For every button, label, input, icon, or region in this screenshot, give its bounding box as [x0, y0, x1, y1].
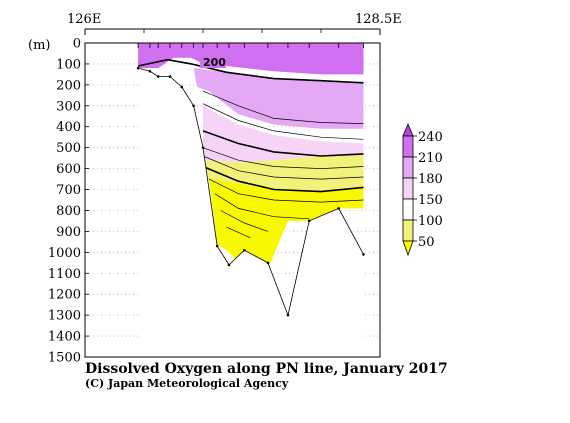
colorbar-label-3: 150 — [418, 193, 443, 208]
y-tick-label-600: 600 — [56, 162, 81, 177]
colorbar-swatch-2 — [402, 156, 414, 179]
y-tick-label-700: 700 — [56, 183, 81, 198]
colorbar-swatch-4 — [402, 198, 414, 221]
plot-border — [84, 42, 381, 358]
bottom-point-5 — [192, 104, 195, 108]
contour-line-3 — [202, 130, 364, 157]
band-200-210 — [138, 43, 364, 75]
y-tick-label-1200: 1200 — [48, 288, 81, 303]
contour-line-6 — [202, 165, 364, 193]
bottom-point-12 — [307, 219, 311, 223]
seafloor-mask — [138, 68, 364, 357]
bottom-profile — [136, 43, 365, 357]
colorbar-label-2: 180 — [418, 172, 443, 187]
contour-line-0 — [137, 58, 364, 84]
contour-line-8 — [214, 193, 310, 220]
bottom-point-10 — [266, 261, 270, 265]
bottom-point-9 — [243, 248, 246, 252]
bottom-point-6 — [201, 146, 205, 149]
y-tick-label-800: 800 — [56, 204, 81, 219]
bottom-point-4 — [180, 85, 184, 89]
y-tick-label-400: 400 — [56, 120, 81, 135]
colorbar-swatch-5 — [402, 219, 414, 242]
contour-line-2 — [202, 103, 364, 140]
contour-line-1 — [202, 90, 364, 124]
colorbar-label-4: 100 — [418, 214, 443, 229]
contour-line-5 — [202, 155, 364, 180]
y-tick-label-1100: 1100 — [48, 267, 81, 282]
colorbar-label-5: 50 — [418, 235, 435, 250]
oxygen-contours — [137, 58, 364, 239]
plot-frame — [84, 28, 381, 358]
contour-label-bg-0 — [200, 54, 226, 69]
y-tick-label-300: 300 — [56, 99, 81, 114]
depth-axis: 0 100 200 300 400 500 600 700 800 900 1000 1100 1200… — [48, 37, 89, 366]
bottom-point-8 — [227, 263, 231, 267]
colorbar: 240 210 180 150 100 50 — [402, 122, 443, 257]
x-label-east: 128.5E — [355, 12, 402, 27]
chart-title: Dissolved Oxygen along PN line, January … — [85, 361, 448, 377]
contour-label-0: 200 — [203, 56, 226, 69]
colorbar-swatch-3 — [402, 177, 414, 200]
colorbar-label-0: 240 — [418, 130, 443, 145]
band-150-180 — [203, 105, 364, 163]
bottom-point-2 — [156, 75, 160, 78]
bottom-point-1 — [148, 69, 152, 73]
bottom-point-13 — [337, 207, 341, 210]
credit-line: (C) Japan Meteorological Agency — [85, 377, 289, 390]
band-50-100 — [203, 177, 364, 270]
y-tick-label-1300: 1300 — [48, 309, 81, 324]
y-tick-label-100: 100 — [56, 57, 81, 72]
contour-labels: 200 — [200, 54, 226, 69]
y-tick-label-200: 200 — [56, 78, 81, 93]
contour-line-9 — [220, 210, 269, 232]
y-tick-label-0: 0 — [73, 37, 81, 52]
y-unit-label: (m) — [28, 38, 50, 53]
colorbar-swatch-1 — [402, 135, 414, 158]
contour-line-10 — [226, 226, 251, 239]
contour-line-7 — [208, 178, 364, 203]
colorbar-cap-top — [402, 122, 414, 137]
bottom-point-7 — [215, 244, 219, 248]
y-tick-label-900: 900 — [56, 225, 81, 240]
y-tick-label-1500: 1500 — [48, 351, 81, 366]
bottom-point-0 — [136, 66, 140, 70]
y-tick-label-500: 500 — [56, 141, 81, 156]
contour-line-4 — [202, 147, 364, 169]
y-tick-label-1000: 1000 — [48, 246, 81, 261]
colorbar-cap-bottom — [402, 240, 414, 257]
bottom-point-3 — [168, 75, 172, 78]
band-180-200 — [193, 68, 364, 129]
bottom-point-11 — [286, 313, 290, 317]
colorbar-label-1: 210 — [418, 151, 443, 166]
bottom-point-14 — [362, 253, 365, 256]
x-label-west: 126E — [67, 12, 101, 27]
y-tick-label-1400: 1400 — [48, 330, 81, 345]
